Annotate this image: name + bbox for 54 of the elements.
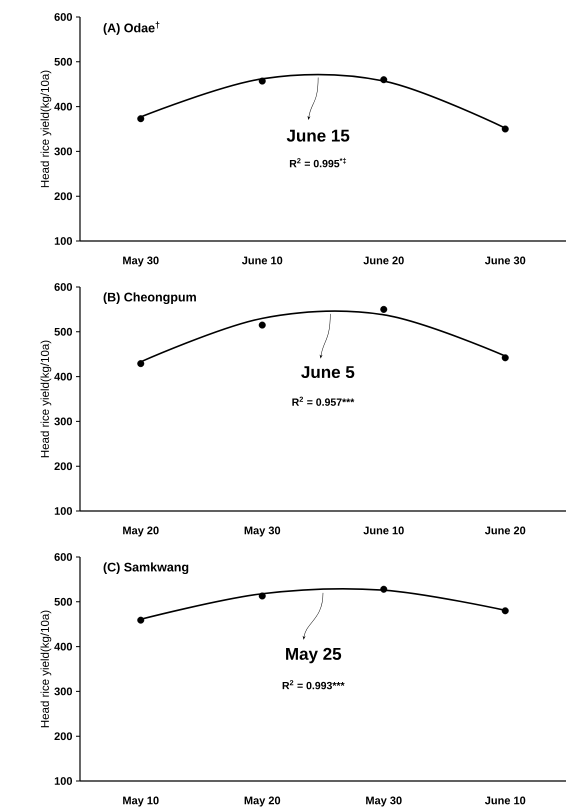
annotation: May 25 xyxy=(286,648,342,664)
y-tick-label: 500 xyxy=(54,328,72,336)
x-tick-label: June 20 xyxy=(484,526,526,534)
x-tick-label: May 30 xyxy=(366,796,402,806)
chart-title: (C) Samkwang xyxy=(104,562,188,574)
point xyxy=(258,592,266,600)
y-tick-label: 400 xyxy=(54,102,72,110)
point xyxy=(380,586,388,593)
y-tick-label: 600 xyxy=(54,283,72,291)
point xyxy=(258,322,266,329)
y-tick-label: 400 xyxy=(54,372,72,380)
y-axis-title: Head rice yield(kg/10a) xyxy=(40,70,52,188)
chart-title: (B) Cheongpum xyxy=(104,292,196,304)
y-axis-title: Head rice yield(kg/10a) xyxy=(40,610,52,728)
annotation: R$^{2}$ = 0.957*** xyxy=(292,396,354,406)
annotation: R$^{2}$ = 0.995$^{*‡}$ xyxy=(290,158,346,168)
y-tick-label: 200 xyxy=(54,192,72,200)
y-tick-label: 600 xyxy=(54,553,72,561)
y-tick-label: 100 xyxy=(54,777,72,785)
y-tick-label: 500 xyxy=(54,598,72,606)
annotation: June 15 xyxy=(286,130,350,142)
x-tick-label: June 20 xyxy=(363,256,404,264)
annotation: June 5 xyxy=(301,366,354,378)
y-tick-label: 300 xyxy=(54,148,72,156)
point xyxy=(380,76,388,84)
point xyxy=(502,126,509,132)
x-tick-label: May 10 xyxy=(123,796,159,806)
y-tick-label: 600 xyxy=(54,13,72,21)
y-tick-label: 500 xyxy=(54,58,72,66)
y-axis-title: Head rice yield(kg/10a) xyxy=(40,340,52,458)
y-tick-label: 200 xyxy=(54,732,72,740)
point xyxy=(137,115,144,122)
y-tick-label: 100 xyxy=(54,507,72,515)
point xyxy=(502,354,509,362)
point xyxy=(137,616,144,624)
x-tick-label: May 30 xyxy=(244,526,280,536)
y-tick-label: 400 xyxy=(54,642,72,651)
x-tick-label: June 10 xyxy=(363,526,404,534)
y-tick-label: 300 xyxy=(54,418,72,426)
chart-title: (A) Odae$^{†}$ xyxy=(104,22,160,35)
x-tick-label: June 30 xyxy=(484,256,526,264)
x-tick-label: June 10 xyxy=(484,796,526,804)
y-tick-label: 100 xyxy=(54,237,72,245)
point xyxy=(502,607,509,614)
point xyxy=(380,306,388,313)
x-tick-label: May 30 xyxy=(123,256,159,266)
x-tick-label: June 10 xyxy=(242,256,282,264)
point xyxy=(258,78,266,85)
annotation: R$^{2}$ = 0.993*** xyxy=(282,680,345,690)
y-tick-label: 200 xyxy=(54,462,72,470)
x-tick-label: May 20 xyxy=(123,526,159,536)
point xyxy=(137,360,144,368)
x-tick-label: May 20 xyxy=(244,796,280,806)
y-tick-label: 300 xyxy=(54,688,72,696)
